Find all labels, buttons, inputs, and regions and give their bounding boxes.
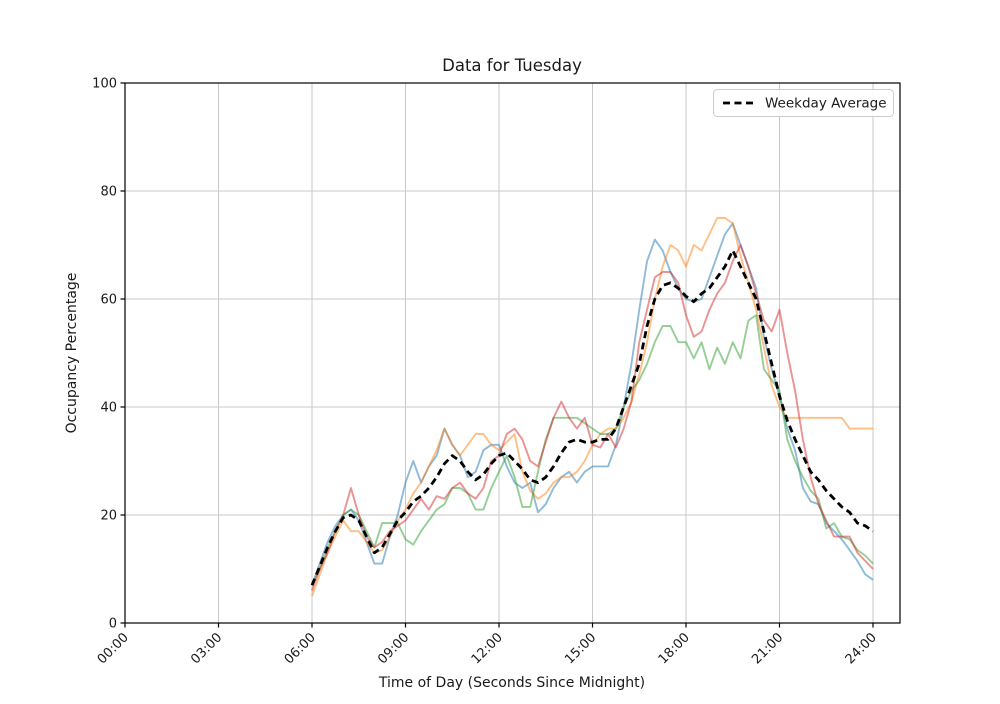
gridlines <box>124 82 900 624</box>
x-axis-label: Time of Day (Seconds Since Midnight) <box>378 675 645 691</box>
y-tick-label: 0 <box>109 617 117 632</box>
x-tick-label: 18:00 <box>656 630 693 667</box>
y-axis-ticks: 0 20 40 60 80 100 <box>92 77 125 632</box>
x-tick-label: 24:00 <box>843 630 880 667</box>
x-tick-label: 00:00 <box>95 630 132 667</box>
x-tick-label: 03:00 <box>188 630 225 667</box>
x-tick-label: 12:00 <box>469 630 506 667</box>
legend: Weekday Average <box>713 89 894 117</box>
series-line-weekday-average <box>310 248 874 586</box>
x-tick-label: 09:00 <box>375 630 412 667</box>
y-tick-label: 80 <box>100 185 117 200</box>
y-tick-label: 20 <box>100 509 117 524</box>
legend-box <box>713 89 894 117</box>
y-tick-label: 60 <box>100 293 117 308</box>
x-tick-label: 06:00 <box>282 630 319 667</box>
data-series-group <box>310 217 874 597</box>
y-tick-label: 100 <box>92 77 117 92</box>
x-tick-label: 15:00 <box>562 630 599 667</box>
x-tick-label: 21:00 <box>749 630 786 667</box>
series-line-weekday-line-3 <box>311 314 874 586</box>
y-tick-label: 40 <box>100 401 117 416</box>
x-axis-ticks: 00:00 03:00 06:00 09:00 12:00 15:00 18:00 21:00… <box>95 623 880 667</box>
chart-title: Data for Tuesday <box>442 56 582 75</box>
legend-label: Weekday Average <box>765 96 887 112</box>
series-line-weekday-line-4 <box>311 244 874 591</box>
y-axis-label: Occupancy Percentage <box>64 273 80 434</box>
plot-border <box>124 82 901 624</box>
